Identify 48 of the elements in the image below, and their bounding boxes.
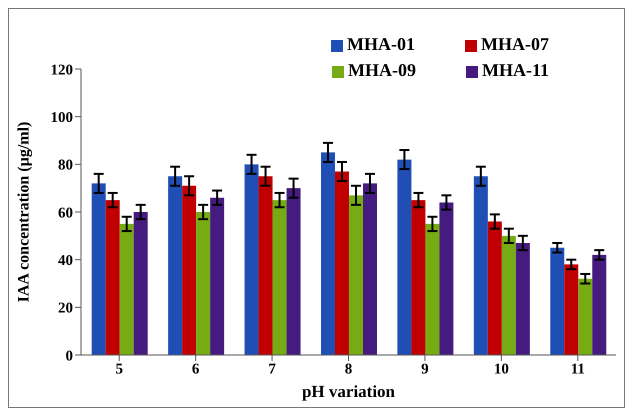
bar <box>168 176 182 355</box>
bar <box>272 200 287 355</box>
y-tick-label: 120 <box>50 62 73 78</box>
bar <box>578 278 592 355</box>
x-tick-label: 5 <box>115 362 123 378</box>
bar <box>286 188 301 355</box>
x-tick-label: 6 <box>192 362 200 378</box>
bar <box>439 202 454 355</box>
y-tick-label: 100 <box>50 110 73 126</box>
bar <box>564 264 578 355</box>
bar <box>592 254 606 355</box>
x-axis-title: pH variation <box>302 382 396 401</box>
bar <box>106 200 120 355</box>
y-tick-label: 40 <box>58 252 73 269</box>
bar <box>348 195 363 355</box>
y-tick-label: 80 <box>58 158 73 174</box>
y-tick-label: 60 <box>58 205 73 222</box>
legend-label: MHA-07 <box>481 34 549 54</box>
bar <box>362 183 377 355</box>
y-axis-title: IAA concentration (µg/ml) <box>16 122 33 302</box>
legend-label: MHA-09 <box>348 60 416 80</box>
x-tick-label: 10 <box>494 362 509 378</box>
bar <box>120 224 134 355</box>
bar <box>502 236 516 355</box>
bar <box>210 198 224 355</box>
bar <box>397 160 412 355</box>
bar <box>182 186 196 355</box>
bar <box>244 164 259 355</box>
bar <box>196 212 210 355</box>
bar <box>550 248 564 355</box>
bar <box>474 176 488 355</box>
x-tick-label: 7 <box>268 362 276 378</box>
bar <box>488 222 502 355</box>
bar <box>425 224 440 355</box>
y-tick-label: 0 <box>66 348 73 364</box>
bar <box>258 176 273 355</box>
x-tick-label: 8 <box>344 362 352 378</box>
bar <box>411 200 426 355</box>
x-tick-label: 9 <box>421 362 429 378</box>
bar <box>334 171 349 355</box>
legend-label: MHA-01 <box>347 34 416 54</box>
bar <box>516 242 530 355</box>
y-tick-label: 20 <box>58 300 73 317</box>
legend-label: MHA-11 <box>482 60 549 80</box>
x-tick-label: 11 <box>570 362 585 378</box>
bar <box>92 183 106 355</box>
bar <box>320 152 335 355</box>
bar <box>134 212 148 355</box>
